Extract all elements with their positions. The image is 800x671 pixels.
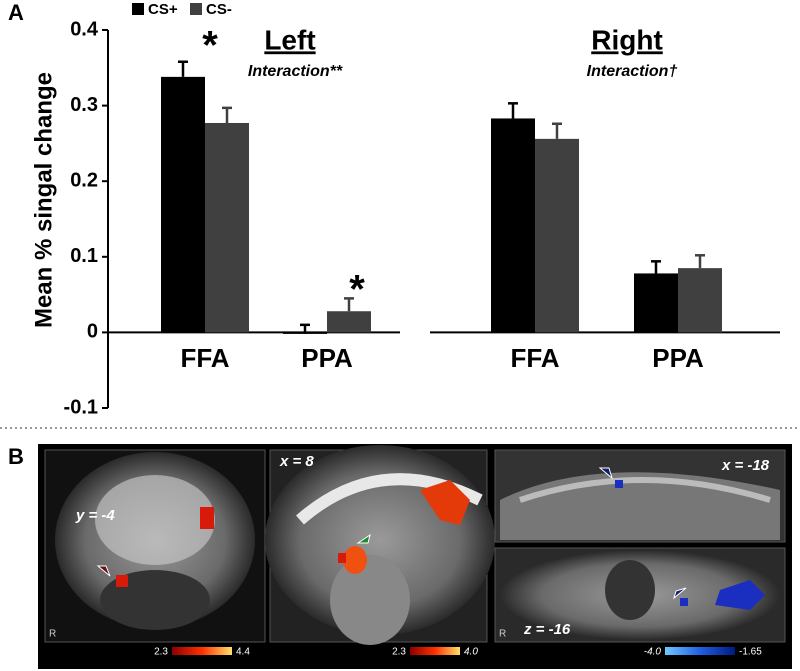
panel-label: B bbox=[8, 444, 24, 469]
orientation-label: R bbox=[49, 629, 56, 640]
y-tick-label: 0.2 bbox=[70, 169, 98, 191]
y-tick-label: 0.1 bbox=[70, 245, 98, 267]
x-tick-label: FFA bbox=[510, 343, 559, 373]
error-bar bbox=[344, 297, 354, 312]
panel-title: Left bbox=[264, 24, 315, 55]
bar bbox=[535, 138, 579, 333]
axial-image: z = -16 R bbox=[494, 547, 786, 643]
colorbar bbox=[410, 647, 460, 655]
colorbar bbox=[665, 647, 735, 655]
colorbar-max: -1.65 bbox=[739, 647, 762, 658]
y-axis-title: Mean % singal change bbox=[30, 72, 57, 328]
legend-swatch bbox=[132, 3, 144, 15]
error-bar bbox=[552, 122, 562, 139]
bar bbox=[205, 122, 249, 333]
significance-mark: * bbox=[202, 24, 218, 68]
bar bbox=[161, 76, 205, 333]
image-coordinate: x = -18 bbox=[721, 457, 770, 474]
x-tick-label: PPA bbox=[301, 343, 353, 373]
colorbar bbox=[172, 647, 232, 655]
colorbar-max: 4.0 bbox=[464, 647, 478, 658]
error-bar bbox=[222, 106, 232, 123]
orientation-label: R bbox=[499, 629, 506, 640]
legend-label: CS- bbox=[206, 1, 232, 18]
panel-label: A bbox=[8, 0, 24, 25]
image-coordinate: y = -4 bbox=[75, 507, 115, 524]
colorbar-max: 4.4 bbox=[236, 647, 250, 658]
error-bar bbox=[508, 102, 518, 119]
colorbars: 2.3 4.4 2.3 4.0 -4.0 -1.65 bbox=[154, 647, 762, 658]
colorbar-min: 2.3 bbox=[154, 647, 168, 658]
bar bbox=[327, 311, 371, 333]
error-bar bbox=[178, 60, 188, 77]
y-tick-label: 0.4 bbox=[70, 18, 99, 40]
legend-label: CS+ bbox=[148, 1, 178, 18]
error-bar bbox=[300, 323, 310, 334]
significance-mark: * bbox=[349, 268, 365, 312]
colorbar-min: -4.0 bbox=[644, 647, 662, 658]
y-tick-label: 0 bbox=[87, 321, 98, 343]
legend-swatch bbox=[190, 3, 202, 15]
panel-title: Right bbox=[591, 24, 663, 55]
sagittal-image: x = -18 bbox=[494, 449, 786, 543]
sagittal-image: x = 8 bbox=[265, 445, 495, 645]
panel-subtitle: Interaction** bbox=[248, 63, 343, 80]
bar bbox=[678, 268, 722, 333]
y-tick-label: -0.1 bbox=[64, 396, 98, 418]
colorbar-min: 2.3 bbox=[392, 647, 406, 658]
error-bar bbox=[651, 260, 661, 274]
y-tick-label: 0.3 bbox=[70, 94, 98, 116]
bar bbox=[491, 118, 535, 333]
x-tick-label: FFA bbox=[180, 343, 229, 373]
x-tick-label: PPA bbox=[652, 343, 704, 373]
image-coordinate: x = 8 bbox=[279, 453, 314, 470]
image-coordinate: z = -16 bbox=[523, 621, 571, 638]
coronal-image: y = -4 R bbox=[44, 449, 266, 643]
bar bbox=[634, 273, 678, 333]
panel-subtitle: Interaction† bbox=[587, 63, 678, 80]
error-bar bbox=[695, 254, 705, 269]
